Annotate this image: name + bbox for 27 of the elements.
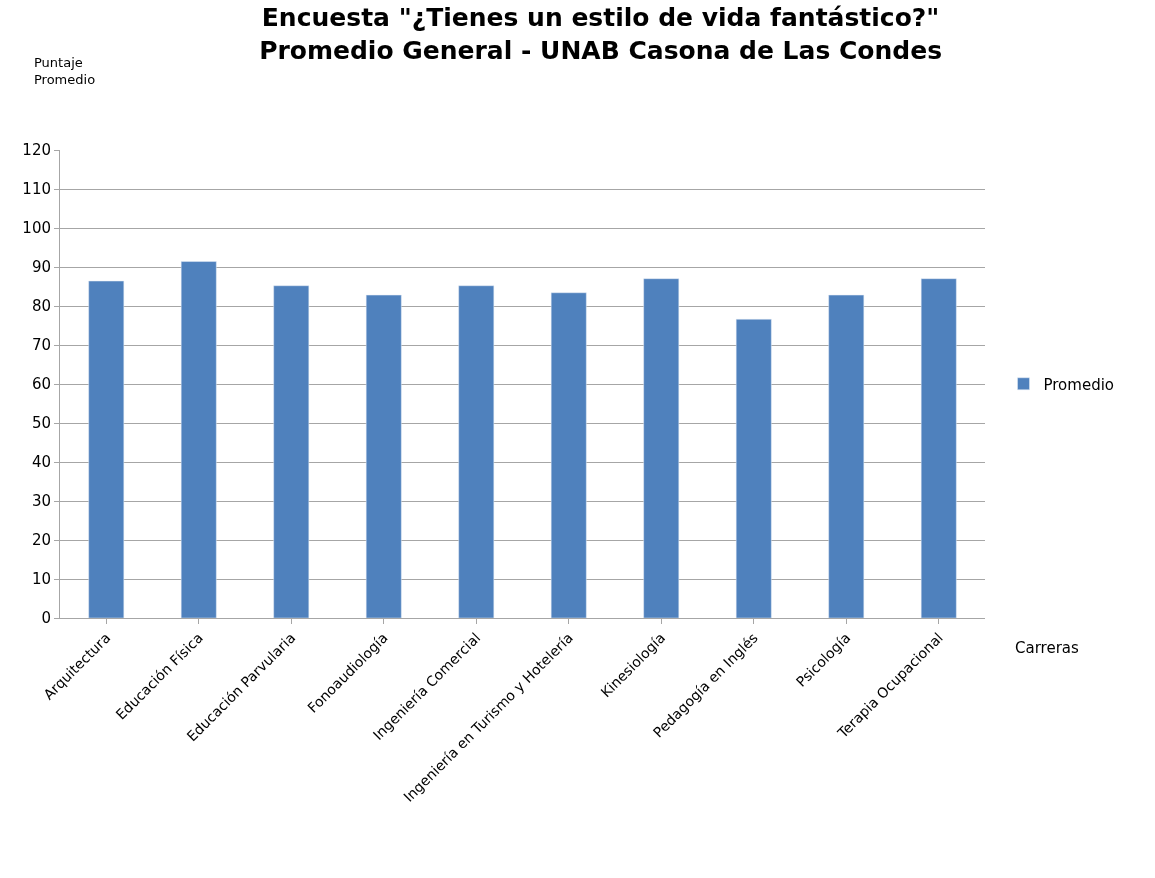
bar [180,261,217,618]
bar [643,278,680,618]
bar [273,285,310,618]
chart-title: Encuesta "¿Tienes un estilo de vida fantástico?" Promedio General - UNAB Casona de Las Condes [259,3,943,65]
bar [735,319,772,618]
y-tick-label: 30 [31,492,51,511]
y-tick-label: 60 [31,375,51,394]
y-tick-label: 20 [31,531,51,550]
bar [458,285,495,618]
y-axis-title: Puntaje Promedio [34,55,96,87]
y-tick-label: 80 [31,297,51,316]
bar [550,292,587,618]
y-tick-label: 40 [31,453,51,472]
y-tick-label: 0 [41,609,51,628]
x-axis-title: Carreras [1015,639,1079,657]
y-tick-label: 110 [22,180,51,199]
y-tick-label: 120 [22,141,51,160]
legend-label: Promedio [1043,375,1115,394]
y-tick-label: 50 [31,414,51,433]
y-tick-label: 90 [31,258,51,277]
y-tick-label: 10 [31,570,51,589]
y-tick-label: 70 [31,336,51,355]
bar [88,280,125,618]
y-tick-label: 100 [22,219,51,238]
bar [365,294,402,618]
bar [920,278,957,618]
bar [828,294,865,618]
